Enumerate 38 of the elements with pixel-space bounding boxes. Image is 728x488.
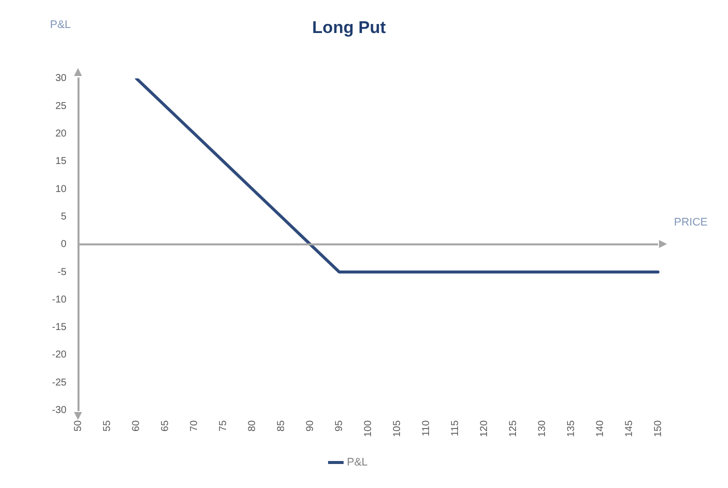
x-tick-label: 85	[276, 420, 288, 432]
chart-title: Long Put	[312, 18, 386, 37]
x-tick-label: 75	[218, 420, 230, 432]
y-tick-label: 30	[55, 73, 67, 84]
y-tick-label: -30	[52, 405, 67, 416]
x-tick-label: 115	[450, 420, 461, 436]
x-tick-label: 140	[594, 420, 606, 438]
x-tick-label: 120	[478, 420, 490, 438]
x-tick-label: 80	[247, 420, 258, 432]
y-tick-label: -10	[52, 294, 67, 306]
x-axis-title: PRICE	[674, 216, 708, 228]
x-tick-label: 90	[305, 420, 316, 432]
x-tick-label: 60	[131, 420, 142, 432]
legend-label: P&L	[346, 456, 368, 469]
y-tick-label: 5	[60, 211, 67, 222]
x-tick-label: 135	[566, 420, 577, 438]
x-tick-label: 105	[392, 420, 403, 438]
x-tick-label: 70	[189, 420, 200, 432]
x-tick-label: 125	[508, 420, 519, 438]
y-tick-label: 0	[60, 239, 67, 250]
y-tick-label: -20	[52, 350, 67, 361]
x-tick-label: 65	[160, 420, 172, 432]
y-tick-label: -25	[52, 377, 67, 388]
x-tick-label: 55	[102, 420, 114, 432]
y-tick-label: 25	[55, 100, 67, 112]
x-tick-label: 100	[362, 420, 374, 438]
y-tick-label: 15	[55, 156, 67, 168]
x-tick-label: 130	[536, 420, 548, 438]
x-tick-label: 95	[334, 420, 345, 432]
y-axis-title: P&L	[50, 19, 71, 32]
y-tick-label: 20	[55, 128, 67, 140]
x-tick-label: 110	[420, 420, 432, 436]
x-tick-label: 145	[624, 420, 635, 438]
x-tick-label: 150	[652, 420, 664, 438]
x-tick-label: 50	[73, 420, 84, 432]
y-tick-label: 10	[55, 184, 67, 195]
y-tick-label: -15	[52, 322, 67, 334]
y-tick-label: -5	[58, 266, 67, 278]
